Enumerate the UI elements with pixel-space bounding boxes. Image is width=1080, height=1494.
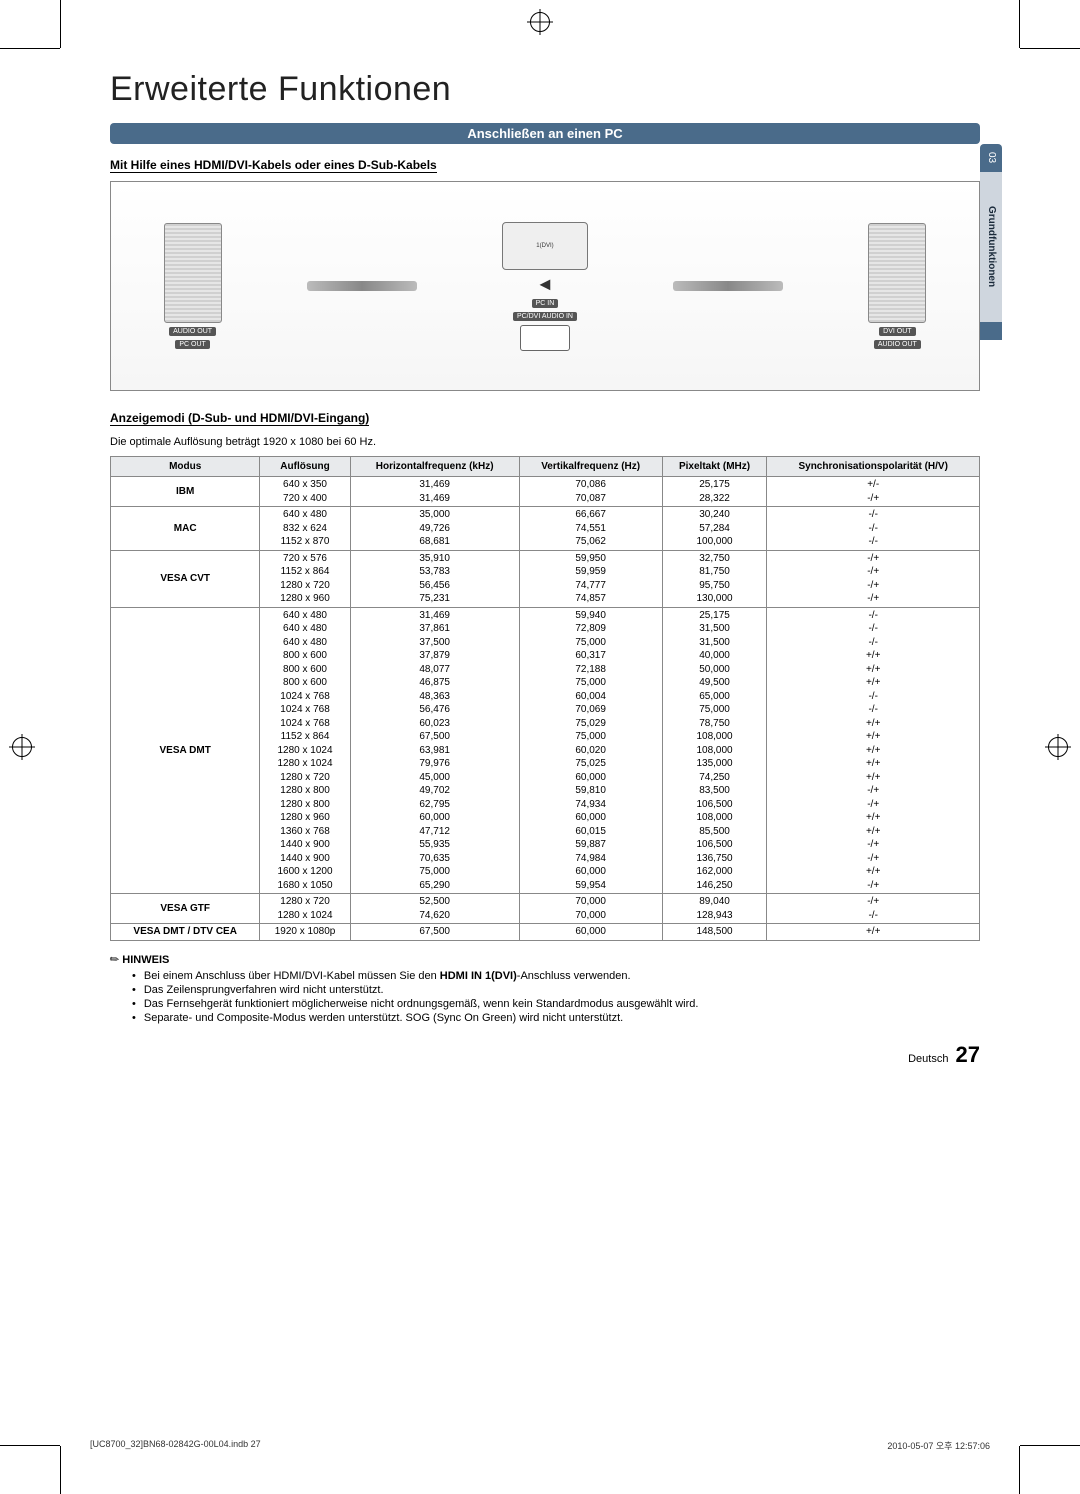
optimal-resolution-note: Die optimale Auflösung beträgt 1920 x 10… (110, 436, 980, 448)
audio-out-label: AUDIO OUT (874, 340, 921, 349)
cell-h: 31,46937,86137,50037,87948,07746,87548,3… (350, 607, 519, 894)
dvi-out-label: DVI OUT (879, 327, 915, 336)
crop-mark (0, 48, 60, 49)
tv-ports: 1(DVI) ◄ PC IN PC/DVI AUDIO IN (502, 222, 588, 351)
crop-mark (0, 1445, 60, 1446)
crop-mark (60, 1446, 61, 1494)
registration-mark-icon (1048, 737, 1068, 757)
pcdvi-audio-label: PC/DVI AUDIO IN (513, 312, 577, 321)
section-number: 03 (980, 144, 1002, 172)
subheading-cables: Mit Hilfe eines HDMI/DVI-Kabels oder ein… (110, 158, 437, 173)
connection-diagram: AUDIO OUT PC OUT 1(DVI) ◄ PC IN PC/DVI A… (110, 181, 980, 391)
cell-h: 52,50074,620 (350, 894, 519, 924)
registration-mark-icon (12, 737, 32, 757)
cable-icon (673, 281, 783, 291)
cell-h: 35,00049,72668,681 (350, 507, 519, 551)
col-res: Auflösung (260, 457, 350, 477)
crop-mark (1020, 48, 1080, 49)
cell-s: -/+-/- (767, 894, 980, 924)
source-device-left: AUDIO OUT PC OUT (164, 223, 222, 349)
cell-v: 70,00070,000 (519, 894, 662, 924)
footer-filename: [UC8700_32]BN68-02842G-00L04.indb 27 (90, 1439, 261, 1452)
cell-mode: MAC (111, 507, 260, 551)
col-pclk: Pixeltakt (MHz) (662, 457, 767, 477)
table-row: MAC640 x 480832 x 6241152 x 87035,00049,… (111, 507, 980, 551)
cell-h: 35,91053,78356,45675,231 (350, 550, 519, 607)
crop-mark (1019, 1446, 1020, 1494)
registration-mark-icon (530, 12, 550, 32)
cell-mode: VESA DMT / DTV CEA (111, 924, 260, 941)
cell-s: -/+-/+-/+-/+ (767, 550, 980, 607)
cell-res: 1920 x 1080p (260, 924, 350, 941)
section-banner: Anschließen an einen PC (110, 123, 980, 144)
col-sync: Synchronisationspolarität (H/V) (767, 457, 980, 477)
hdmi-port-label: 1(DVI) (536, 243, 553, 249)
cell-p: 30,24057,284100,000 (662, 507, 767, 551)
table-row: IBM640 x 350720 x 40031,46931,46970,0867… (111, 477, 980, 507)
cell-v: 60,000 (519, 924, 662, 941)
cell-mode: IBM (111, 477, 260, 507)
table-row: VESA DMT / DTV CEA1920 x 1080p67,50060,0… (111, 924, 980, 941)
note-item: Das Fernsehgerät funktioniert möglicherw… (132, 998, 980, 1010)
table-row: VESA CVT720 x 5761152 x 8641280 x 720128… (111, 550, 980, 607)
notes-block: ✎ HINWEIS Bei einem Anschluss über HDMI/… (110, 953, 980, 1024)
page-language: Deutsch (908, 1053, 948, 1065)
cell-s: -/--/--/- (767, 507, 980, 551)
cell-s: -/--/--/-+/++/++/+-/--/-+/++/++/++/++/+-… (767, 607, 980, 894)
cell-p: 25,17528,322 (662, 477, 767, 507)
cell-mode: VESA GTF (111, 894, 260, 924)
cell-p: 32,75081,75095,750130,000 (662, 550, 767, 607)
cell-v: 59,94072,80975,00060,31772,18875,00060,0… (519, 607, 662, 894)
pc-in-label: PC IN (532, 299, 559, 308)
col-mode: Modus (111, 457, 260, 477)
cell-res: 640 x 480832 x 6241152 x 870 (260, 507, 350, 551)
cell-res: 1280 x 7201280 x 1024 (260, 894, 350, 924)
subheading-modes: Anzeigemodi (D-Sub- und HDMI/DVI-Eingang… (110, 411, 369, 426)
page-number: Deutsch 27 (110, 1042, 980, 1068)
table-row: VESA GTF1280 x 7201280 x 102452,50074,62… (111, 894, 980, 924)
section-tab-accent (980, 322, 1002, 340)
cell-v: 70,08670,087 (519, 477, 662, 507)
col-vfreq: Vertikalfrequenz (Hz) (519, 457, 662, 477)
pencil-icon: ✎ (107, 951, 122, 967)
source-device-right: DVI OUT AUDIO OUT (868, 223, 926, 349)
cell-h: 31,46931,469 (350, 477, 519, 507)
cable-icon (307, 281, 417, 291)
note-item: Das Zeilensprungverfahren wird nicht unt… (132, 984, 980, 996)
cell-p: 89,040128,943 (662, 894, 767, 924)
page-title: Erweiterte Funktionen (110, 70, 980, 109)
page-content: Erweiterte Funktionen Anschließen an ein… (110, 70, 980, 1068)
cell-mode: VESA DMT (111, 607, 260, 894)
cell-p: 25,17531,50031,50040,00050,00049,50065,0… (662, 607, 767, 894)
cell-mode: VESA CVT (111, 550, 260, 607)
table-header-row: Modus Auflösung Horizontalfrequenz (kHz)… (111, 457, 980, 477)
crop-mark (1020, 1445, 1080, 1446)
note-item: Bei einem Anschluss über HDMI/DVI-Kabel … (132, 970, 980, 982)
col-hfreq: Horizontalfrequenz (kHz) (350, 457, 519, 477)
audio-out-label: AUDIO OUT (169, 327, 216, 336)
footer-timestamp: 2010-05-07 오후 12:57:06 (887, 1439, 990, 1452)
crop-mark (1019, 0, 1020, 48)
cell-v: 59,95059,95974,77774,857 (519, 550, 662, 607)
cell-v: 66,66774,55175,062 (519, 507, 662, 551)
pc-out-label: PC OUT (175, 340, 209, 349)
note-item: Separate- und Composite-Modus werden unt… (132, 1012, 980, 1024)
cell-h: 67,500 (350, 924, 519, 941)
arrow-icon: ◄ (536, 274, 554, 295)
section-label: Grundfunktionen (980, 172, 1002, 322)
notes-title: HINWEIS (122, 954, 169, 966)
cell-s: +/--/+ (767, 477, 980, 507)
section-tab: 03 Grundfunktionen (980, 144, 1002, 364)
cell-s: +/+ (767, 924, 980, 941)
cell-p: 148,500 (662, 924, 767, 941)
cell-res: 640 x 350720 x 400 (260, 477, 350, 507)
table-row: VESA DMT640 x 480640 x 480640 x 480800 x… (111, 607, 980, 894)
cell-res: 720 x 5761152 x 8641280 x 7201280 x 960 (260, 550, 350, 607)
crop-mark (60, 0, 61, 48)
display-modes-table: Modus Auflösung Horizontalfrequenz (kHz)… (110, 456, 980, 941)
page-number-value: 27 (956, 1042, 980, 1067)
cell-res: 640 x 480640 x 480640 x 480800 x 600800 … (260, 607, 350, 894)
print-footer: [UC8700_32]BN68-02842G-00L04.indb 27 201… (90, 1439, 990, 1452)
